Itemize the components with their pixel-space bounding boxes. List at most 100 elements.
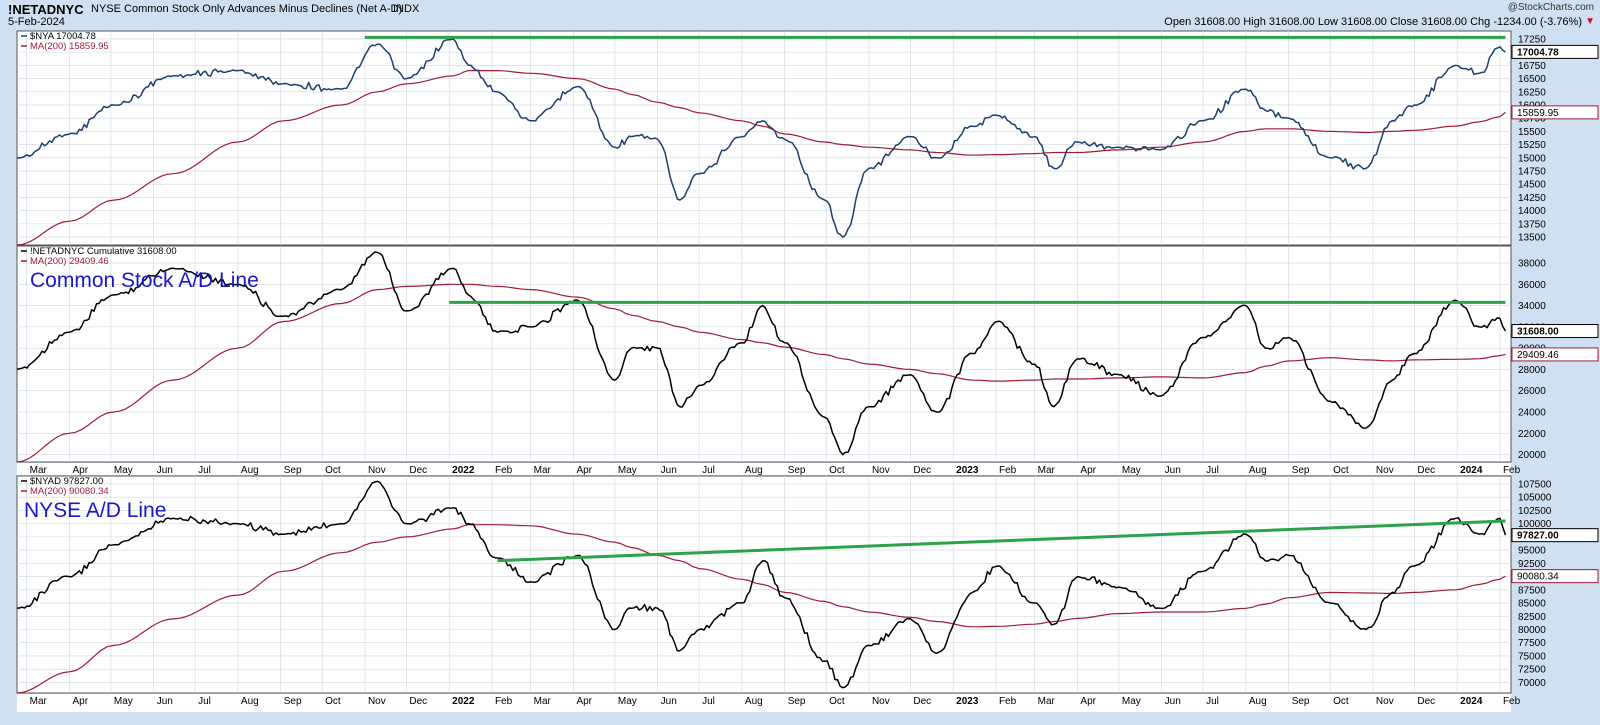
- panel-2: 2000022000240002600028000300003200034000…: [16, 245, 1599, 463]
- x-tick-label: Apr: [72, 696, 88, 707]
- y-tick-label: 105000: [1518, 493, 1552, 504]
- y-tick-label: 80000: [1518, 625, 1546, 636]
- y-tick-label: 16750: [1518, 61, 1546, 72]
- x-tick-label: Jun: [1165, 465, 1181, 476]
- y-tick-label: 38000: [1518, 259, 1546, 270]
- y-tick-label: 70000: [1518, 678, 1546, 689]
- x-tick-label: Mar: [1038, 465, 1056, 476]
- x-tick-label: 2023: [956, 696, 979, 707]
- y-tick-label: 26000: [1518, 386, 1546, 397]
- x-tick-label: Apr: [576, 696, 592, 707]
- x-tick-label: Jul: [198, 696, 211, 707]
- ma-value-tag-box: [1511, 347, 1599, 362]
- x-tick-label: Mar: [30, 696, 48, 707]
- x-tick-label: Aug: [745, 696, 763, 707]
- x-tick-label: Sep: [788, 696, 806, 707]
- panel-3: 70000 72500 75000 77500 80000 82500 85000 87500…: [16, 475, 1599, 694]
- line-series-line: [16, 251, 1507, 456]
- x-tick-label: Aug: [1249, 465, 1267, 476]
- ma-series-line: [16, 283, 1506, 463]
- x-tick-label: 2022: [452, 696, 475, 707]
- x-tick-label: Mar: [30, 465, 48, 476]
- x-tick-label: May: [618, 696, 637, 707]
- y-tick-label: 14250: [1518, 193, 1546, 204]
- ma-value-tag-box: [1511, 105, 1599, 120]
- last-value-tag-label: 17004.78: [1517, 47, 1559, 58]
- x-tick-label: Feb: [495, 696, 513, 707]
- x-tick-label: Apr: [576, 465, 592, 476]
- x-tick-label: Apr: [1080, 465, 1096, 476]
- legend-label: !NETADNYC Cumulative 31608.00: [30, 246, 177, 257]
- last-value-tag-box: [1511, 44, 1599, 59]
- last-value-tag-box: [1511, 528, 1599, 543]
- y-tick-label: 13500: [1518, 233, 1546, 244]
- y-tick-label: 24000: [1518, 407, 1546, 418]
- x-tick-label: Sep: [788, 465, 806, 476]
- symbol-label: !NETADNYC: [8, 2, 84, 17]
- x-tick-label: Dec: [409, 465, 427, 476]
- x-tick-label: Sep: [1292, 696, 1310, 707]
- x-tick-label: Dec: [1417, 696, 1435, 707]
- x-tick-label: Jul: [702, 465, 715, 476]
- x-tick-label: Nov: [872, 696, 890, 707]
- plot-area: [16, 245, 1512, 463]
- legend-label: $NYA 17004.78: [30, 31, 96, 42]
- x-tick-label: Dec: [913, 465, 931, 476]
- x-tick-label: Sep: [284, 696, 302, 707]
- down-arrow-icon: ▼: [1585, 16, 1595, 27]
- x-tick-label: Oct: [1333, 465, 1349, 476]
- y-tick-label: 107500: [1518, 479, 1552, 490]
- x-tick-label: Nov: [1376, 465, 1394, 476]
- x-tick-label: Aug: [241, 696, 259, 707]
- x-tick-label: Apr: [1080, 696, 1096, 707]
- x-tick-label: Jun: [661, 696, 677, 707]
- chart-annotation: NYSE A/D Line: [24, 499, 166, 522]
- x-tick-label: Aug: [1249, 696, 1267, 707]
- y-tick-label: 102500: [1518, 506, 1552, 517]
- x-tick-label: 2023: [956, 465, 979, 476]
- x-tick-label: Aug: [745, 465, 763, 476]
- x-tick-label: Mar: [1038, 696, 1056, 707]
- y-tick-label: 16500: [1518, 74, 1546, 85]
- plot-area: [16, 30, 1512, 246]
- x-tick-label: Jun: [1165, 696, 1181, 707]
- y-tick-label: 20000: [1518, 450, 1546, 461]
- legend-label: MA(200) 29409.46: [30, 256, 109, 267]
- y-tick-label: 36000: [1518, 280, 1546, 291]
- y-tick-label: 85000: [1518, 599, 1546, 610]
- x-tick-label: Feb: [999, 696, 1017, 707]
- y-tick-label: 22000: [1518, 429, 1546, 440]
- x-axis-band-0: [17, 463, 1511, 475]
- x-tick-label: Oct: [829, 696, 845, 707]
- ma-series-line: [16, 70, 1506, 246]
- x-tick-label: Nov: [368, 465, 386, 476]
- y-tick-label: 77500: [1518, 638, 1546, 649]
- trendline: [497, 519, 1506, 563]
- x-tick-label: Sep: [284, 465, 302, 476]
- y-tick-label: 16250: [1518, 87, 1546, 98]
- x-tick-label: Nov: [368, 696, 386, 707]
- x-tick-label: Jul: [1206, 465, 1219, 476]
- y-tick-label: 15000: [1518, 153, 1546, 164]
- x-tick-label: May: [114, 696, 133, 707]
- ma-value-tag-label: 15859.95: [1517, 108, 1559, 119]
- price-series-line: [16, 38, 1506, 238]
- x-tick-label: Feb: [1503, 696, 1521, 707]
- x-tick-label: Dec: [913, 696, 931, 707]
- chart-annotation: Common Stock A/D Line: [30, 269, 259, 292]
- last-value-tag-box: [1511, 324, 1599, 339]
- x-tick-label: Jul: [702, 696, 715, 707]
- y-tick-label: 14500: [1518, 180, 1546, 191]
- y-tick-label: 14750: [1518, 167, 1546, 178]
- y-tick-label: 34000: [1518, 301, 1546, 312]
- line-series-line: [16, 480, 1507, 689]
- x-tick-label: Oct: [325, 465, 341, 476]
- panel-1: 13500 13750 14000 14250 14500 14750 15000 15250…: [16, 30, 1599, 246]
- ma-value-tag-label: 90080.34: [1517, 572, 1559, 583]
- x-tick-label: Mar: [534, 696, 552, 707]
- chart-header: !NETADNYC NYSE Common Stock Only Advance…: [0, 0, 1600, 30]
- last-value-tag-label: 31608.00: [1517, 327, 1559, 338]
- x-tick-label: May: [1122, 696, 1141, 707]
- x-tick-label: Mar: [534, 465, 552, 476]
